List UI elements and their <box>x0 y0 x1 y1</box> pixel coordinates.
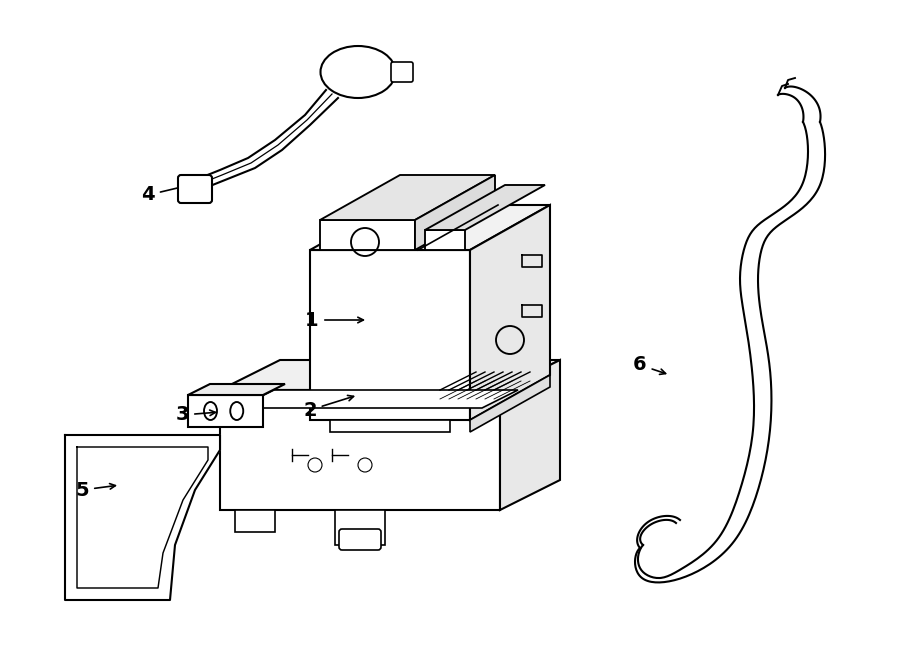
Polygon shape <box>320 220 415 250</box>
Polygon shape <box>415 175 495 250</box>
Polygon shape <box>220 390 500 510</box>
Polygon shape <box>310 205 550 250</box>
Polygon shape <box>335 510 385 545</box>
Polygon shape <box>188 384 285 395</box>
Polygon shape <box>188 395 263 427</box>
FancyBboxPatch shape <box>178 175 212 203</box>
Polygon shape <box>330 420 450 432</box>
Polygon shape <box>238 390 518 408</box>
Text: 3: 3 <box>176 405 189 424</box>
Text: 5: 5 <box>76 481 89 500</box>
FancyBboxPatch shape <box>391 62 413 82</box>
Polygon shape <box>235 510 275 532</box>
Text: 6: 6 <box>634 356 647 375</box>
Text: 2: 2 <box>303 401 317 420</box>
Polygon shape <box>320 175 495 220</box>
Polygon shape <box>310 250 470 420</box>
Polygon shape <box>220 360 560 390</box>
Text: 4: 4 <box>141 186 155 204</box>
Polygon shape <box>470 375 550 432</box>
Polygon shape <box>500 360 560 510</box>
FancyBboxPatch shape <box>339 529 381 550</box>
Polygon shape <box>470 205 550 420</box>
Text: 1: 1 <box>305 311 319 329</box>
Polygon shape <box>65 435 220 600</box>
Polygon shape <box>425 185 545 230</box>
Polygon shape <box>425 230 465 250</box>
